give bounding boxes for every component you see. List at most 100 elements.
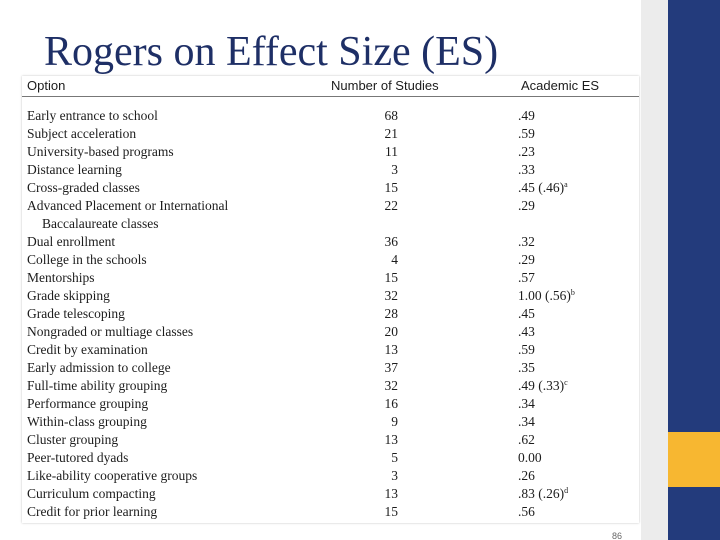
table-header: Option Number of Studies Academic ES: [22, 76, 639, 97]
row-academic-es-value: .83 (.26): [518, 486, 565, 501]
row-academic-es: .62: [518, 431, 578, 449]
row-footnote-marker: a: [564, 180, 568, 189]
row-academic-es-value: .33: [518, 162, 535, 177]
row-option-label: Dual enrollment: [27, 234, 116, 249]
row-academic-es-value: .56: [518, 504, 535, 519]
table-row: Nongraded or multiage classes 20 .43: [22, 323, 639, 341]
row-number-of-studies: 13: [384, 342, 399, 357]
row-option: Cluster grouping: [27, 431, 312, 449]
table-row: Peer-tutored dyads 5 0.00: [22, 449, 639, 467]
row-academic-es: .29: [518, 251, 578, 269]
row-number-of-studies: 11: [385, 144, 398, 159]
table-row: Subject acceleration 21 .59: [22, 125, 639, 143]
row-option-label: Distance learning: [27, 162, 122, 177]
header-option: Option: [27, 78, 66, 93]
row-number-of-studies: 15: [384, 270, 399, 285]
row-option-label: Peer-tutored dyads: [27, 450, 129, 465]
effect-size-table: Option Number of Studies Academic ES Ear…: [22, 76, 639, 523]
table-row: College in the schools 4 .29: [22, 251, 639, 269]
table-row: Grade telescoping 28 .45: [22, 305, 639, 323]
table-row: Credit by examination 13 .59: [22, 341, 639, 359]
table-row: Mentorships 15 .57: [22, 269, 639, 287]
header-academic-es: Academic ES: [521, 78, 600, 93]
row-academic-es: .59: [518, 341, 578, 359]
page-number: 86: [612, 531, 623, 540]
row-academic-es: .56: [518, 503, 578, 521]
row-academic-es: .33: [518, 161, 578, 179]
row-academic-es-value: .26: [518, 468, 535, 483]
row-option: Credit for prior learning: [27, 503, 312, 521]
row-number-of-studies: 32: [384, 378, 399, 393]
row-academic-es: 1.00 (.56)b: [518, 287, 578, 305]
row-option-label: Within-class grouping: [27, 414, 147, 429]
row-option-label: Advanced Placement or International: [27, 198, 229, 213]
side-bar: [668, 0, 720, 540]
row-number-of-studies: 3: [391, 468, 398, 483]
row-academic-es-value: .62: [518, 432, 535, 447]
table-row: Curriculum compacting 13 .83 (.26)d: [22, 485, 639, 503]
row-academic-es-value: .34: [518, 414, 535, 429]
row-academic-es: .29: [518, 197, 578, 215]
row-academic-es-value: .29: [518, 252, 535, 267]
row-number-of-studies: 5: [391, 450, 398, 465]
row-number-of-studies: 36: [384, 234, 399, 249]
row-option-label: Mentorships: [27, 270, 95, 285]
row-option: Early entrance to school: [27, 107, 312, 125]
row-academic-es: .23: [518, 143, 578, 161]
row-number-of-studies: 13: [384, 486, 399, 501]
row-academic-es-value: .29: [518, 198, 535, 213]
table-row: Performance grouping 16 .34: [22, 395, 639, 413]
row-option: University-based programs: [27, 143, 312, 161]
row-academic-es: .45: [518, 305, 578, 323]
row-option: Early admission to college: [27, 359, 312, 377]
row-option: Dual enrollment: [27, 233, 312, 251]
row-number-of-studies: 20: [384, 324, 399, 339]
row-option-label: Like-ability cooperative groups: [27, 468, 198, 483]
row-number-of-studies: 28: [384, 306, 399, 321]
row-option-label: University-based programs: [27, 144, 174, 159]
row-option: Peer-tutored dyads: [27, 449, 312, 467]
row-option: Nongraded or multiage classes: [27, 323, 312, 341]
row-option-label: Full-time ability grouping: [27, 378, 168, 393]
row-option: Subject acceleration: [27, 125, 312, 143]
row-academic-es: .32: [518, 233, 578, 251]
header-number-of-studies: Number of Studies: [331, 78, 439, 93]
row-academic-es: 0.00: [518, 449, 578, 467]
row-academic-es-value: .23: [518, 144, 535, 159]
table-row: Early entrance to school 68 .49: [22, 107, 639, 125]
row-option: Grade skipping: [27, 287, 312, 305]
row-option: Cross-graded classes: [27, 179, 312, 197]
row-academic-es-value: .59: [518, 342, 535, 357]
row-option-label: Cross-graded classes: [27, 180, 140, 195]
table-row: Distance learning 3 .33: [22, 161, 639, 179]
row-academic-es: .57: [518, 269, 578, 287]
side-strip: [641, 0, 668, 540]
row-academic-es-value: .35: [518, 360, 535, 375]
row-academic-es: .49 (.33)c: [518, 377, 578, 395]
row-academic-es: .35: [518, 359, 578, 377]
slide-title: Rogers on Effect Size (ES): [44, 29, 499, 75]
row-academic-es: .26: [518, 467, 578, 485]
row-option: Full-time ability grouping: [27, 377, 312, 395]
row-academic-es-value: 0.00: [518, 450, 542, 465]
table-row: Like-ability cooperative groups 3 .26: [22, 467, 639, 485]
row-option-label: Credit for prior learning: [27, 504, 158, 519]
row-option-label: Grade telescoping: [27, 306, 125, 321]
row-option-label: Cluster grouping: [27, 432, 119, 447]
row-academic-es-value: .32: [518, 234, 535, 249]
row-academic-es-value: .34: [518, 396, 535, 411]
table-row: Within-class grouping 9 .34: [22, 413, 639, 431]
table-row: Cross-graded classes 15 .45 (.46)a: [22, 179, 639, 197]
row-option-label: Curriculum compacting: [27, 486, 156, 501]
row-option-label: Grade skipping: [27, 288, 110, 303]
table-row: Advanced Placement or International Bacca…: [22, 197, 639, 233]
row-academic-es-value: 1.00 (.56): [518, 288, 571, 303]
row-option-label: College in the schools: [27, 252, 147, 267]
row-number-of-studies: 37: [384, 360, 399, 375]
table-body: Early entrance to school 68 .49 Subject acc…: [22, 107, 639, 521]
row-footnote-marker: d: [564, 486, 569, 495]
row-academic-es: .43: [518, 323, 578, 341]
row-academic-es-value: .57: [518, 270, 535, 285]
table-row: Grade skipping 32 1.00 (.56)b: [22, 287, 639, 305]
